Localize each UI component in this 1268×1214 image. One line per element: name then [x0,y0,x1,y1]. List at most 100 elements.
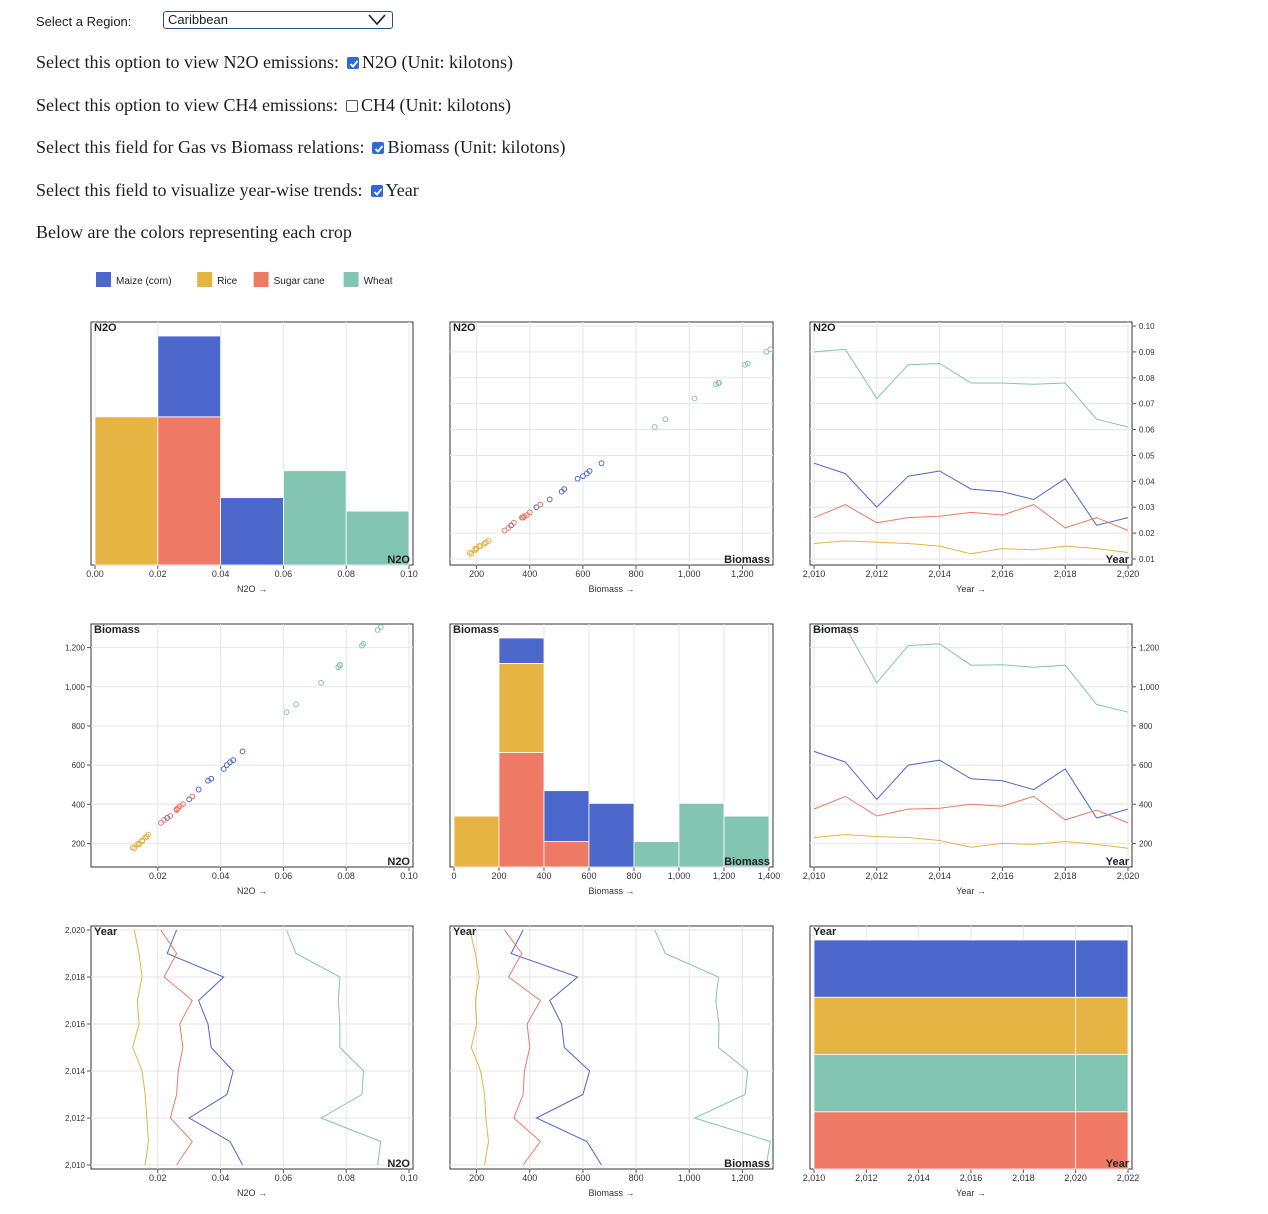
point-sugar-cane [537,501,544,508]
panel-biomass-vs-biomass: 0 200 400 600 800 1,000 1,200 1,400 Biomass → Bio… [449,623,781,896]
hist-bar-wheat [345,510,410,566]
y-tick-label: 2,012 [65,1114,86,1123]
panel-year-vs-n2o: 0.02 0.04 0.06 0.08 0.10 N2O → 2,010 2,012 2,014… [65,925,418,1198]
year-prompt: Select this field to visualize year-wise… [36,179,363,200]
panel-frame [809,321,1133,566]
x-tick-label: 2,020 [1117,871,1140,881]
series-line-rice [813,834,1129,849]
point-wheat [767,346,774,353]
x-tick-label: 1,000 [678,569,701,579]
ch4-option-label[interactable]: CH4 (Unit: kilotons) [361,94,512,115]
x-tick-label: 1,200 [731,569,754,579]
y-tick-label: 0.05 [1139,451,1155,460]
col-field-label: Year [1106,1158,1130,1170]
n2o-prompt: Select this option to view N2O emissions… [36,51,339,72]
panel-n2o-vs-n2o: 0.00 0.02 0.04 0.06 0.08 0.10 N2O → N2O N2O [86,321,418,594]
x-tick-label: 0.04 [212,1173,230,1183]
point-wheat [337,662,343,669]
biomass-option-label[interactable]: Biomass (Unit: kilotons) [387,136,566,157]
point-wheat [377,624,384,630]
point-sugar-cane [510,519,517,526]
series-line-wheat [286,929,382,1166]
region-row: Select a Region: [36,10,131,32]
y-tick-label: 1,200 [1139,644,1160,653]
ch4-row: Select this option to view CH4 emissions… [36,94,511,116]
region-select[interactable]: Caribbean [163,11,393,29]
x-axis-title: N2O → [237,584,267,594]
x-tick-label: 0.02 [149,569,167,579]
ch4-checkbox[interactable] [346,100,358,112]
point-rice [476,543,483,549]
y-tick-label: 0.01 [1139,555,1155,564]
hist-bar-rice [94,416,159,566]
legend-swatch-2 [253,272,269,287]
chevron-down-icon [368,14,386,26]
point-wheat [744,360,751,367]
col-field-label: N2O [387,856,410,868]
hist-bar-sugar-cane [1075,1111,1129,1170]
series-line-sugar-cane [504,929,542,1166]
x-tick-label: 2,022 [1117,1173,1140,1183]
x-tick-label: 0 [451,871,456,881]
point-maize-corn- [239,748,246,755]
panel-frame [809,623,1133,868]
point-sugar-cane [501,527,508,534]
checkmark-icon [375,145,384,153]
point-rice [482,539,489,546]
n2o-option-label[interactable]: N2O (Unit: kilotons) [362,51,513,72]
x-tick-label: 1,400 [758,871,781,881]
biomass-checkbox[interactable] [372,142,385,154]
y-tick-label: 1,200 [65,644,86,653]
x-tick-label: 600 [575,1173,590,1183]
point-sugar-cane [189,793,196,800]
point-wheat [293,701,299,708]
y-tick-label: 0.08 [1139,374,1155,383]
n2o-checkbox[interactable] [347,57,359,69]
hist-bar-rice [498,663,545,753]
y-tick-label: 2,016 [65,1020,86,1029]
point-sugar-cane [176,803,183,810]
col-field-label: N2O [387,554,410,566]
point-maize-corn- [220,766,227,772]
x-tick-label: 0.08 [337,871,355,881]
point-wheat [360,640,367,647]
x-axis-title: Year → [956,886,986,896]
series-line-rice [132,929,149,1166]
panel-biomass-vs-n2o: 0.02 0.04 0.06 0.08 0.10 N2O → 200 400 600 800 1,0… [65,623,418,896]
point-sugar-cane [161,817,167,823]
x-tick-label: 2,020 [1117,569,1140,579]
point-maize-corn- [223,762,230,768]
y-tick-label: 400 [1139,800,1153,809]
point-maize-corn- [574,475,581,482]
y-tick-label: 600 [72,761,86,770]
y-tick-label: 0.06 [1139,426,1155,435]
checkmark-icon [349,60,359,68]
x-tick-label: 0.08 [337,1173,355,1183]
legend-label-3: Wheat [364,276,393,287]
year-option-label[interactable]: Year [385,179,419,200]
series-line-wheat [654,929,771,1166]
col-field-label: Biomass [724,554,770,566]
x-tick-label: 0.04 [212,871,230,881]
point-wheat [715,380,722,386]
region-select-value: Caribbean [168,12,228,27]
biomass-prompt: Select this field for Gas vs Biomass rel… [36,136,365,157]
y-tick-label: 0.09 [1139,348,1155,357]
point-sugar-cane [167,813,174,819]
series-line-maize-corn- [166,929,244,1166]
x-tick-label: 1,200 [713,871,736,881]
year-checkbox[interactable] [370,185,383,197]
x-tick-label: 0.08 [337,569,355,579]
point-rice [139,838,146,845]
hist-bar-maize-corn- [157,335,222,418]
point-sugar-cane [505,525,512,531]
point-maize-corn- [533,504,540,511]
x-axis-title: Year → [956,584,986,594]
series-line-rice [813,540,1129,555]
y-tick-label: 200 [1139,839,1153,848]
point-maize-corn- [195,786,202,793]
y-tick-label: 1,000 [65,683,86,692]
point-wheat [763,348,770,355]
x-tick-label: 0.00 [86,569,104,579]
